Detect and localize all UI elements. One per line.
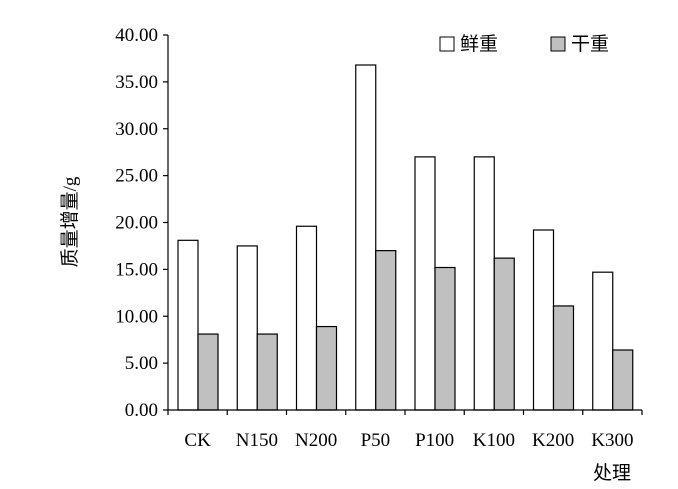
y-tick-label: 15.00 [115,259,158,280]
legend-swatch-dry-weight [550,36,566,52]
bar-fresh-weight [532,229,555,411]
bar-dry-weight [612,349,634,411]
bar-fresh-weight [236,245,258,411]
bar-dry-weight [256,333,278,411]
bar-fresh-weight [177,239,199,411]
x-tick-label: K100 [473,430,515,451]
y-axis-ticks: 0.00 5.00 10.00 15.00 20.00 25.00 30.00 35.00 40… [115,25,168,421]
x-axis-title: 处理 [593,462,631,484]
y-tick-label: 20.00 [115,213,158,234]
bar-fresh-weight [355,64,377,411]
x-tick-label: P100 [415,430,454,451]
bar-dry-weight [552,305,575,411]
bar-fresh-weight [414,156,436,411]
x-axis-ticks [167,410,643,415]
x-tick-label: P50 [361,430,391,451]
x-axis-tick-labels: CK N150 N200 P50 P100 K100 K200 K300 [184,430,633,451]
legend: 鲜重 干重 [439,33,609,55]
x-tick-label: N200 [295,430,337,451]
y-tick-label: 10.00 [115,306,158,327]
y-tick-label: 40.00 [115,25,158,46]
bars [177,64,634,411]
x-tick-label: K200 [532,430,574,451]
bar-dry-weight [493,257,515,411]
bar-dry-weight [375,250,397,411]
legend-swatch-fresh-weight [439,36,455,52]
bar-fresh-weight [473,156,495,411]
y-tick-label: 0.00 [125,400,158,421]
bar-dry-weight [197,333,219,411]
y-tick-label: 35.00 [115,72,158,93]
bar-fresh-weight [295,225,318,411]
legend-label-dry-weight: 干重 [571,33,609,55]
bar-dry-weight [434,266,456,411]
bar-fresh-weight [592,271,614,411]
y-axis-title: 质量增量/g [59,176,81,267]
x-tick-label: CK [184,430,211,451]
y-tick-label: 25.00 [115,166,158,187]
bar-dry-weight [315,325,338,411]
x-tick-label: K300 [591,430,633,451]
y-tick-label: 30.00 [115,119,158,140]
legend-label-fresh-weight: 鲜重 [460,33,498,55]
y-tick-label: 5.00 [125,353,158,374]
x-tick-label: N150 [236,430,278,451]
